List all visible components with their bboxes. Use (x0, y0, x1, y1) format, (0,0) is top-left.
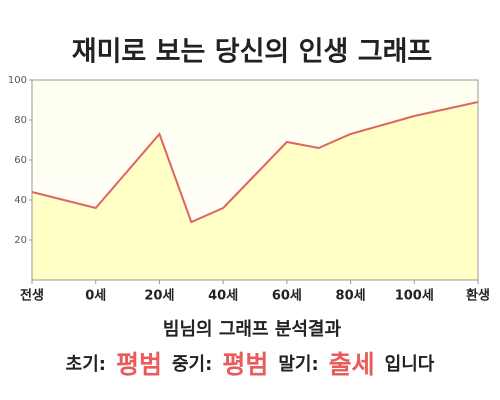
summary-highlight: 출세 (328, 350, 375, 379)
summary-text: 말기: (278, 354, 319, 375)
y-tick-label: 40 (14, 195, 27, 206)
chart: 재미로 보는 당신의 인생 그래프 빔님의 그래프 분석결과 20 40 60 80 1… (8, 37, 490, 341)
x-tick-label: 전생 (20, 288, 44, 304)
chart-title: 재미로 보는 당신의 인생 그래프 (72, 37, 433, 68)
summary: 초기: 평범 중기: 평범 말기: 출세 입니다 (0, 345, 500, 381)
y-tick-label: 100 (8, 75, 27, 86)
x-tick-label: 80세 (336, 289, 366, 304)
summary-highlight: 평범 (222, 350, 269, 379)
y-tick-label: 60 (14, 155, 27, 166)
plot-frame (31, 79, 479, 281)
summary-text: 초기: (65, 354, 106, 375)
summary-highlight: 평범 (115, 350, 162, 379)
summary-text: 입니다 (384, 354, 435, 375)
summary-text: 중기: (171, 354, 213, 375)
x-tick-label: 60세 (272, 289, 302, 304)
x-tick-label: 100세 (395, 289, 434, 304)
y-tick-label: 80 (14, 115, 27, 126)
line (31, 101, 479, 224)
annotation: 빔님의 그래프 분석결과 (163, 319, 342, 340)
x-tick-label: 40세 (208, 289, 238, 304)
area (32, 102, 478, 280)
x-tick-label: 20세 (144, 289, 174, 304)
y-tick-label: 20 (14, 235, 27, 246)
x-tick-label: 환생 (466, 288, 490, 304)
x-tick-label: 0세 (85, 289, 106, 304)
